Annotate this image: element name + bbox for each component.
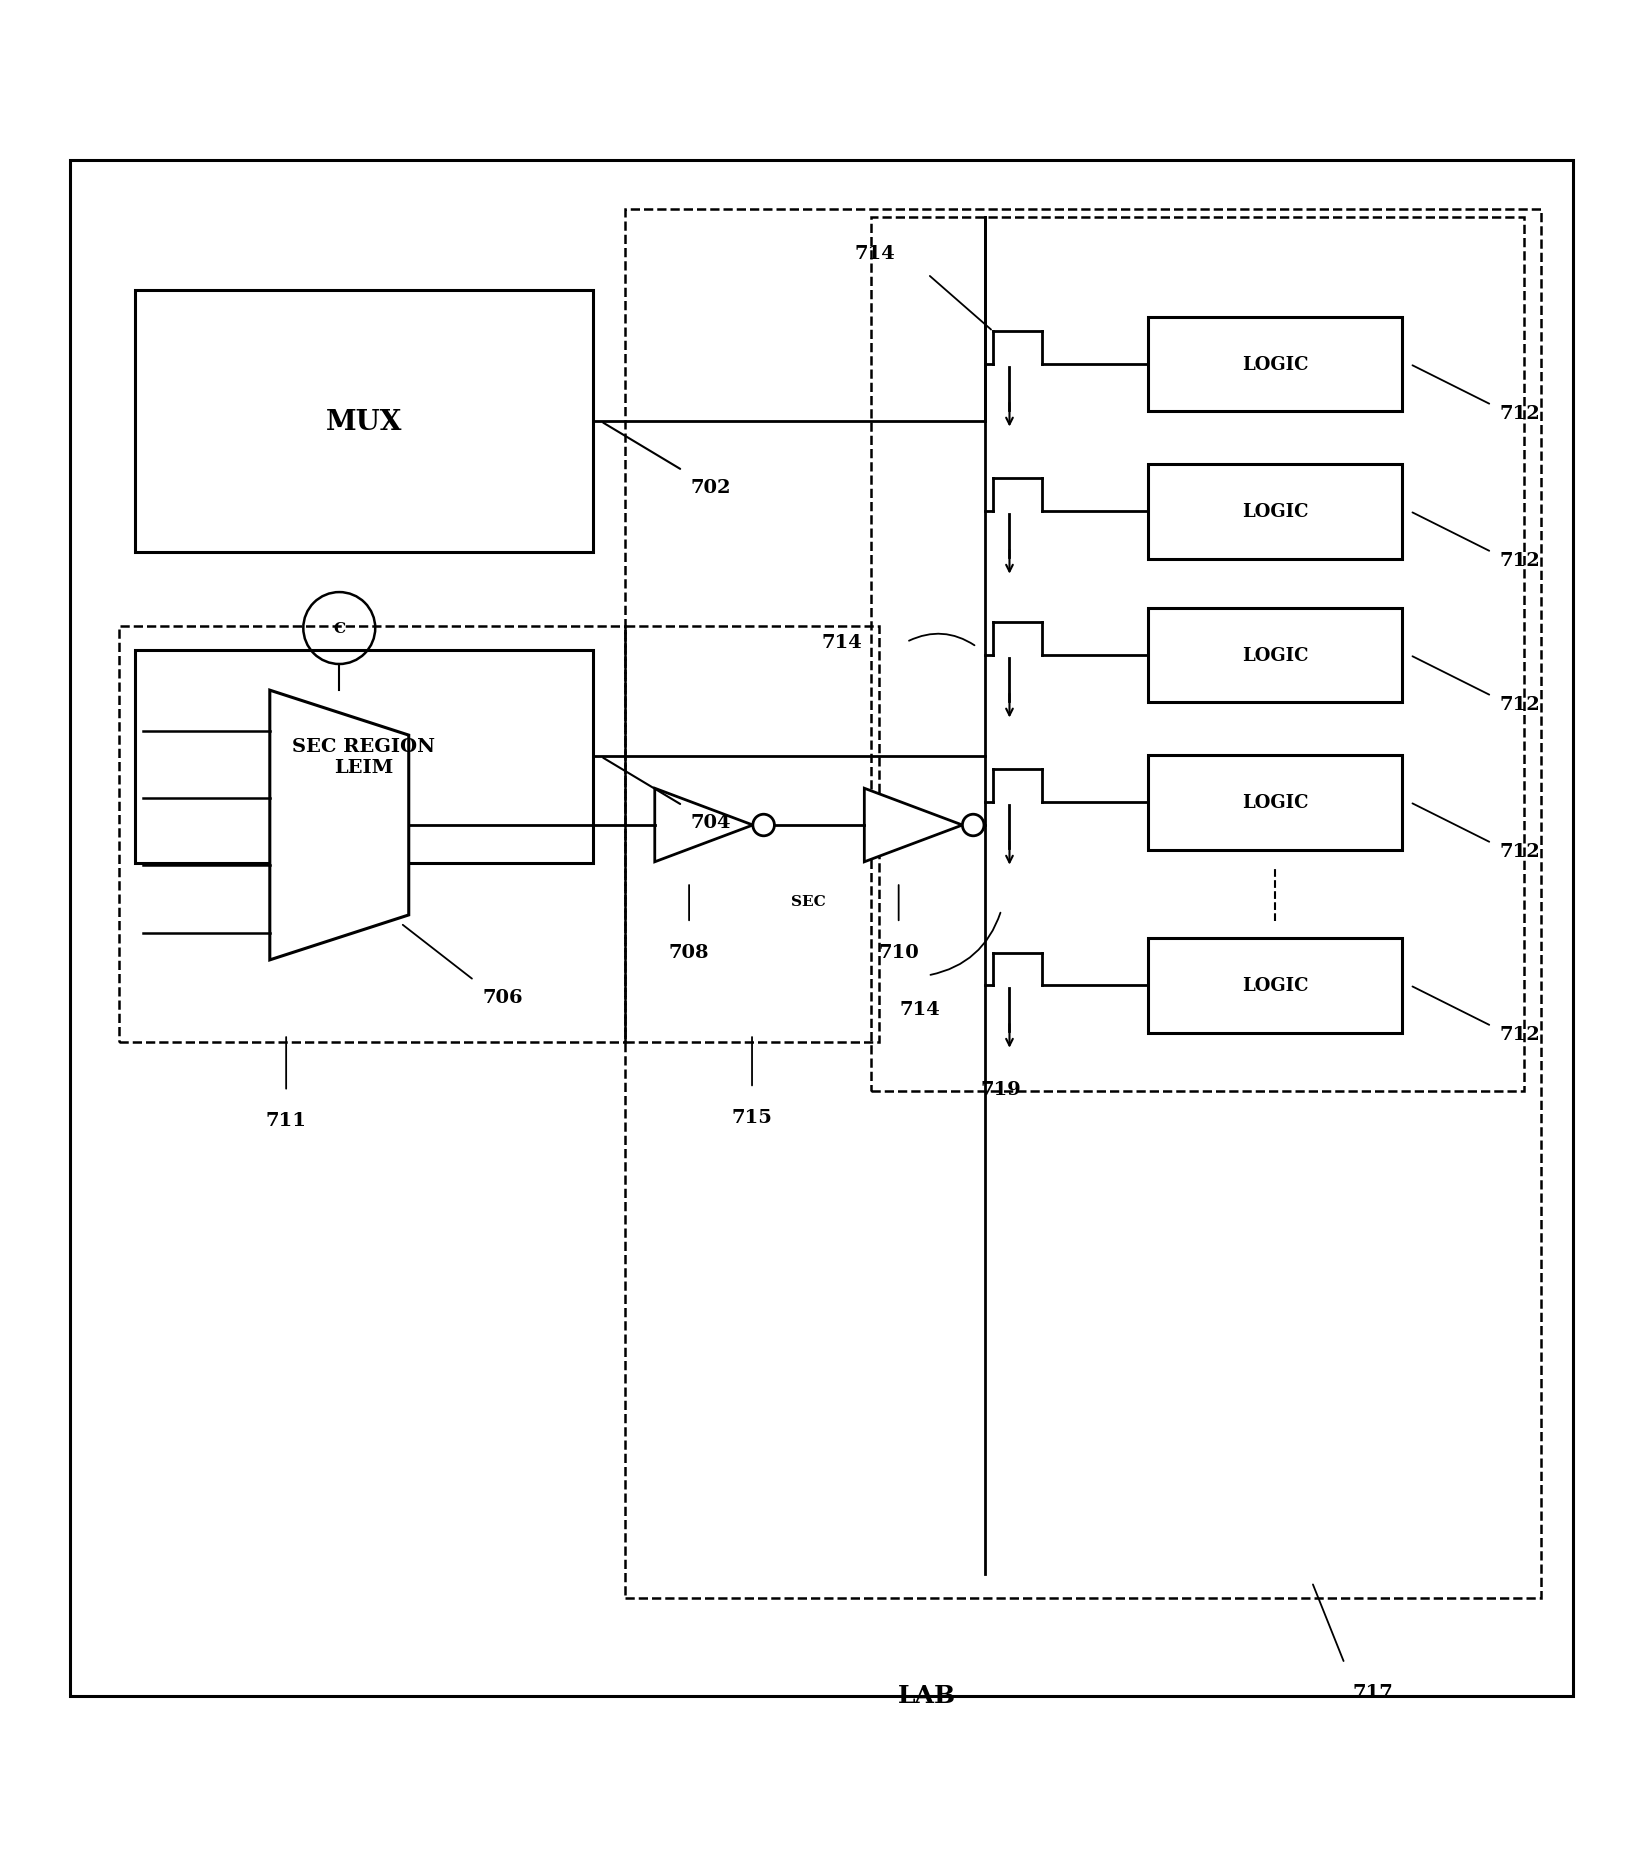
Text: 719: 719	[981, 1081, 1022, 1099]
Text: 712: 712	[1500, 1025, 1541, 1044]
Text: 712: 712	[1500, 843, 1541, 860]
Bar	[1148, 938, 1401, 1032]
Text: 706: 706	[483, 988, 522, 1006]
Text: SEC: SEC	[792, 895, 826, 908]
Polygon shape	[656, 789, 752, 862]
Text: 712: 712	[1500, 552, 1541, 570]
Text: MUX: MUX	[325, 409, 403, 436]
Text: 715: 715	[731, 1109, 772, 1125]
Text: 714: 714	[899, 1001, 940, 1018]
Bar	[1148, 464, 1401, 559]
Bar	[1148, 318, 1401, 412]
Text: LAB: LAB	[899, 1682, 956, 1707]
Text: 712: 712	[1500, 696, 1541, 713]
Bar	[626, 210, 1541, 1599]
Bar	[626, 626, 879, 1044]
Text: SEC REGION
LEIM: SEC REGION LEIM	[292, 737, 435, 776]
Bar	[135, 650, 593, 864]
Text: 717: 717	[1352, 1682, 1393, 1701]
Text: 702: 702	[690, 479, 731, 496]
Text: 710: 710	[879, 943, 918, 962]
Text: LOGIC: LOGIC	[1242, 646, 1308, 665]
Text: LOGIC: LOGIC	[1242, 503, 1308, 520]
Text: LOGIC: LOGIC	[1242, 977, 1308, 995]
Text: 708: 708	[669, 943, 710, 962]
Polygon shape	[864, 789, 963, 862]
Text: 711: 711	[266, 1112, 307, 1129]
Text: 714: 714	[822, 633, 863, 652]
Text: LOGIC: LOGIC	[1242, 357, 1308, 373]
Text: C: C	[334, 622, 345, 635]
Polygon shape	[269, 691, 409, 960]
Text: 712: 712	[1500, 405, 1541, 423]
Text: LOGIC: LOGIC	[1242, 793, 1308, 812]
Bar	[118, 626, 626, 1044]
Bar	[1148, 609, 1401, 704]
Text: 714: 714	[854, 245, 895, 262]
Bar	[871, 217, 1525, 1092]
Text: 704: 704	[690, 813, 731, 832]
Bar	[135, 292, 593, 553]
Bar	[1148, 756, 1401, 851]
